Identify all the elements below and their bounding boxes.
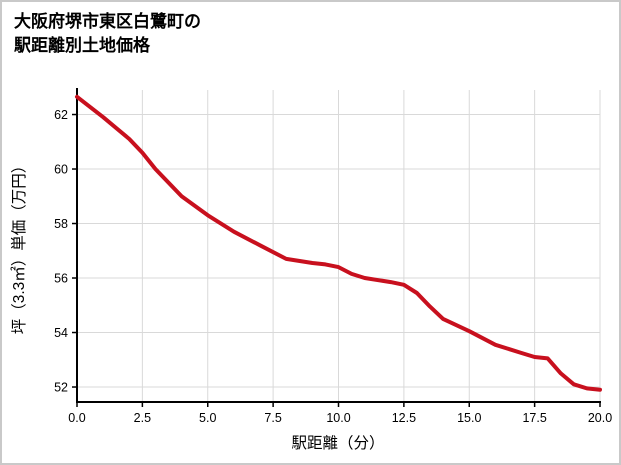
y-axis-label: 坪（3.3㎡）単価（万円）	[10, 158, 28, 335]
price-line-series	[75, 94, 602, 392]
x-tick-labels: 0.0 2.5 5.0 7.5 10.0 12.5 15.0 17.5 20.0	[68, 411, 612, 425]
chart-plot-area: 0.0 2.5 5.0 7.5 10.0 12.5 15.0 17.5 20.0 52 54 56 58…	[54, 88, 612, 425]
y-tick-label: 56	[54, 272, 68, 286]
chart-title-line2: 駅距離別土地価格	[14, 35, 150, 55]
chart-title-line1: 大阪府堺市東区白鷺町の	[14, 12, 201, 31]
x-tick-label: 5.0	[199, 411, 216, 425]
x-axis-label: 駅距離（分）	[291, 434, 384, 452]
y-tick-label: 60	[54, 163, 68, 177]
x-tick-label: 0.0	[68, 411, 85, 425]
x-tick-label: 20.0	[588, 411, 612, 425]
y-tick-label: 58	[54, 217, 68, 231]
x-tick-label: 15.0	[457, 411, 481, 425]
x-tick-label: 7.5	[264, 411, 281, 425]
y-tick-label: 54	[54, 326, 68, 340]
chart-title: 大阪府堺市東区白鷺町の 駅距離別土地価格	[14, 10, 201, 58]
y-tick-label: 62	[54, 108, 68, 122]
gridlines	[77, 90, 601, 402]
x-tick-label: 17.5	[522, 411, 546, 425]
y-tick-label: 52	[54, 381, 68, 395]
x-tick-label: 10.0	[326, 411, 350, 425]
x-tick-label: 2.5	[134, 411, 151, 425]
x-tick-label: 12.5	[392, 411, 416, 425]
tick-marks	[72, 113, 601, 407]
y-tick-labels: 52 54 56 58 60 62	[54, 108, 68, 394]
